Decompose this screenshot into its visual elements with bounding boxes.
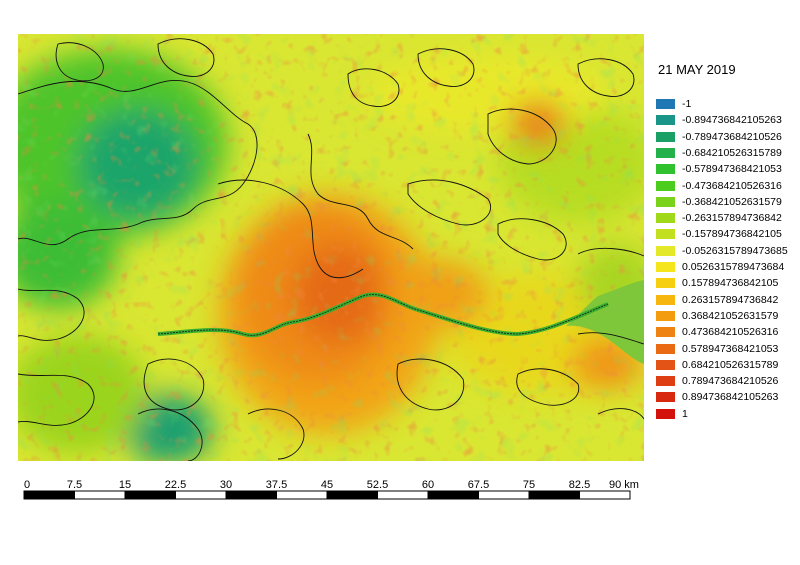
legend-swatch (656, 229, 675, 240)
legend-label: -0.473684210526316 (682, 179, 782, 192)
legend-item: 0.263157894736842 (656, 294, 778, 306)
legend-label: 0.368421052631579 (682, 309, 779, 322)
legend-swatch (656, 392, 675, 403)
scale-label: 90 km (609, 479, 639, 491)
legend-item: -0.894736842105263 (656, 114, 782, 126)
scale-segment (478, 490, 530, 500)
scale-label: 15 (119, 479, 131, 491)
legend-swatch (656, 376, 675, 387)
legend-label: 0.473684210526316 (682, 326, 779, 339)
legend-item: 0.684210526315789 (656, 359, 778, 371)
legend-item: 0.368421052631579 (656, 310, 778, 322)
legend-label: 0.894736842105263 (682, 391, 779, 404)
legend-item: 0.157894736842105 (656, 277, 778, 289)
scale-segment (326, 490, 378, 500)
scale-label: 22.5 (165, 479, 186, 491)
scale-segment (74, 490, 126, 500)
scale-segment (23, 490, 75, 500)
legend-swatch (656, 213, 675, 224)
scale-label: 37.5 (266, 479, 287, 491)
legend-swatch (656, 164, 675, 175)
legend-swatch (656, 294, 675, 305)
legend-item: -0.157894736842105 (656, 228, 782, 240)
scale-label: 60 (422, 479, 434, 491)
river-outline (157, 294, 609, 336)
scale-segment (528, 490, 580, 500)
legend-label: -0.684210526315789 (682, 146, 782, 159)
legend-swatch (656, 327, 675, 338)
legend-label: 0.789473684210526 (682, 375, 779, 388)
scale-label: 45 (321, 479, 333, 491)
legend-label: 0.0526315789473684 (682, 261, 785, 273)
legend-label: 0.157894736842105 (682, 277, 779, 290)
map-date-title: 21 MAY 2019 (658, 62, 736, 77)
legend-swatch (656, 99, 675, 109)
legend-item: 0.0526315789473684 (656, 261, 784, 273)
legend-label: -0.157894736842105 (682, 228, 782, 241)
legend-item: -1 (656, 98, 691, 110)
legend-label: 0.263157894736842 (682, 293, 779, 306)
scale-label: 67.5 (468, 479, 489, 491)
legend-label: -0.368421052631579 (682, 195, 782, 208)
legend-label: -0.578947368421053 (682, 163, 782, 176)
legend-swatch (656, 278, 675, 289)
scale-segment (175, 490, 227, 500)
scale-segment (579, 490, 631, 500)
scale-label: 82.5 (569, 479, 590, 491)
legend-swatch (656, 408, 675, 419)
legend-label: -0.0526315789473685 (682, 244, 788, 257)
legend-label: -0.263157894736842 (682, 212, 782, 225)
scale-segment (276, 490, 328, 500)
scale-segment (377, 490, 429, 500)
ndvi-map[interactable] (0, 34, 658, 464)
scale-label: 75 (523, 479, 535, 491)
legend-item: -0.0526315789473685 (656, 245, 788, 257)
legend-swatch (656, 343, 675, 354)
legend-swatch (656, 131, 675, 142)
legend-item: -0.263157894736842 (656, 212, 782, 224)
legend-label: -0.894736842105263 (682, 114, 782, 127)
legend-swatch (656, 147, 675, 158)
legend-item: 0.578947368421053 (656, 343, 778, 355)
legend-swatch (656, 115, 675, 126)
legend-swatch (656, 262, 675, 272)
scale-label: 30 (220, 479, 232, 491)
estuary (566, 280, 644, 364)
legend-label: -1 (682, 98, 692, 110)
scale-segment (427, 490, 479, 500)
map-canvas (0, 34, 658, 464)
legend-item: -0.578947368421053 (656, 163, 782, 175)
legend-item: -0.368421052631579 (656, 196, 782, 208)
boundary-outlines (17, 38, 645, 462)
texture-green (18, 34, 644, 461)
legend-swatch (656, 310, 675, 321)
legend-item: -0.789473684210526 (656, 131, 782, 143)
legend-item: -0.473684210526316 (656, 180, 782, 192)
legend-label: 1 (682, 407, 688, 420)
legend-swatch (656, 245, 675, 256)
legend-swatch (656, 196, 675, 207)
legend-item: 0.894736842105263 (656, 391, 778, 403)
legend-item: -0.684210526315789 (656, 147, 782, 159)
legend-item: 1 (656, 408, 688, 420)
legend-label: 0.684210526315789 (682, 358, 779, 371)
scale-label: 7.5 (67, 479, 82, 491)
scale-segment (124, 490, 176, 500)
scale-label: 0 (24, 479, 30, 491)
legend-item: 0.473684210526316 (656, 326, 778, 338)
legend-swatch (656, 180, 675, 191)
legend-label: 0.578947368421053 (682, 342, 779, 355)
legend-swatch (656, 359, 675, 370)
legend-label: -0.789473684210526 (682, 130, 782, 143)
scale-segment (225, 490, 277, 500)
scale-label: 52.5 (367, 479, 388, 491)
legend-item: 0.789473684210526 (656, 375, 778, 387)
